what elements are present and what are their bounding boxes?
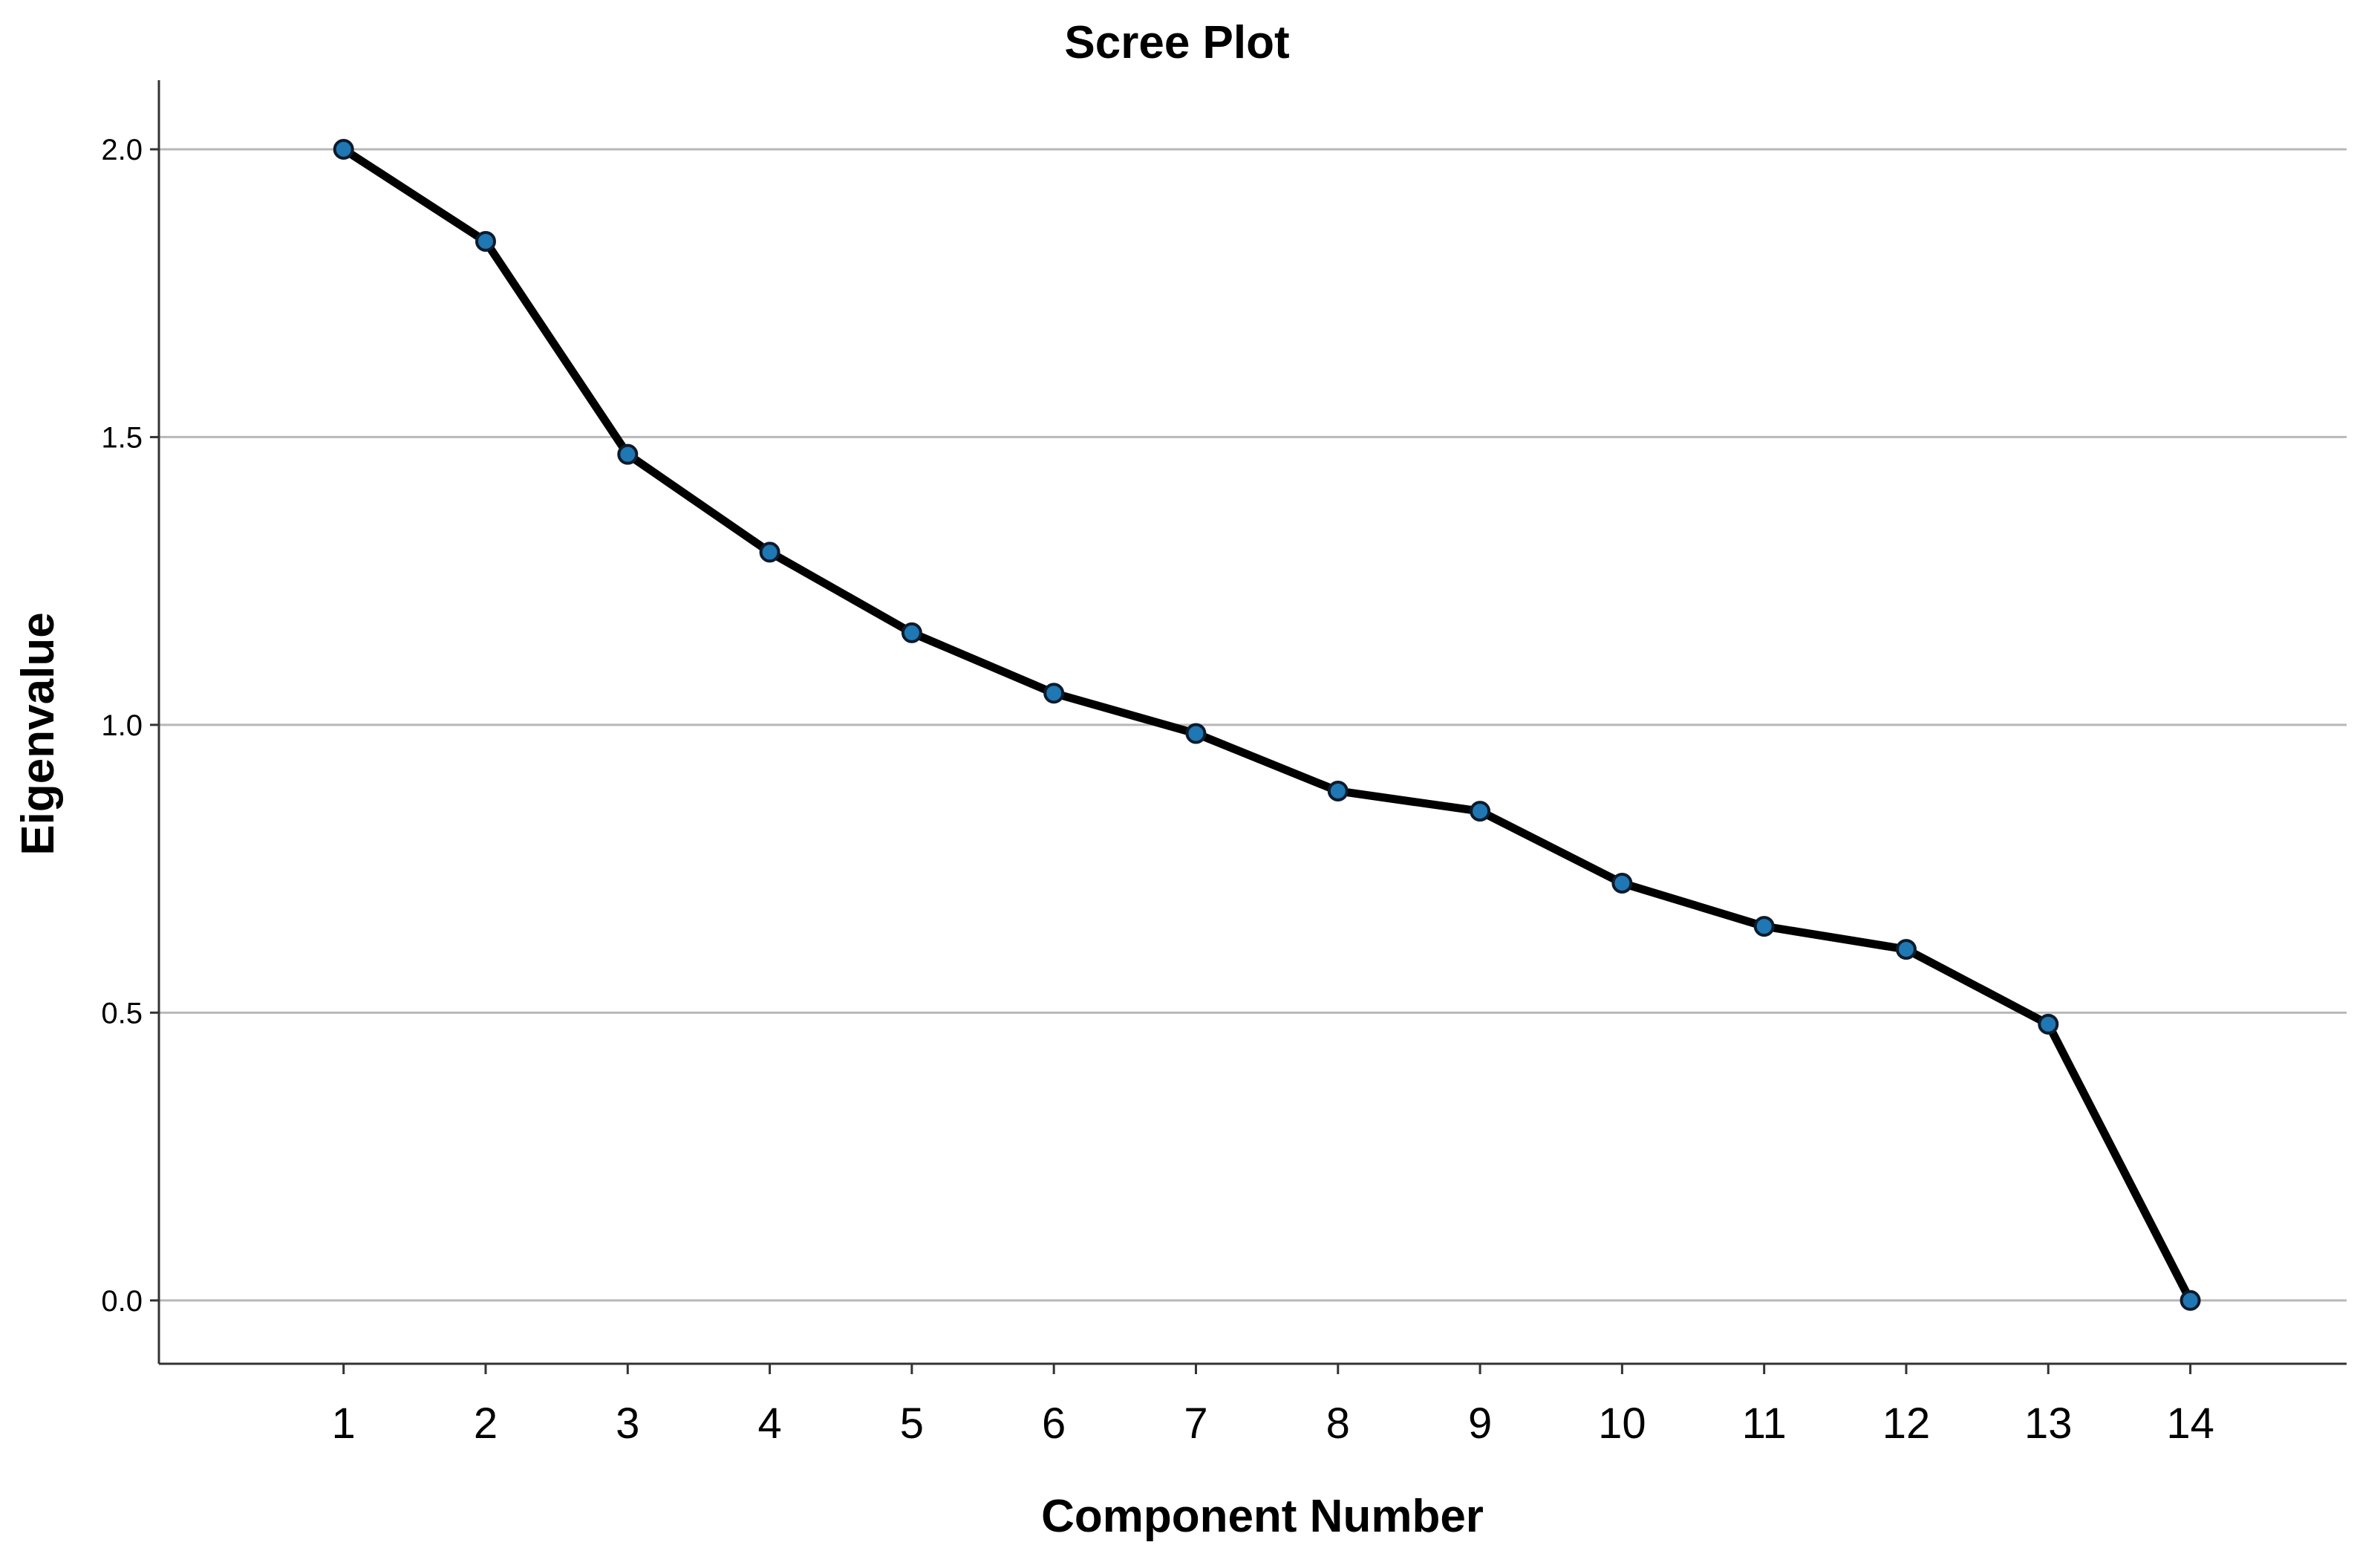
y-tick-label: 1.5 — [101, 421, 143, 454]
data-point — [1327, 780, 1349, 801]
data-point — [1470, 801, 1491, 822]
data-point — [1611, 872, 1633, 894]
x-tick-label: 13 — [2024, 1399, 2073, 1448]
data-point — [2038, 1013, 2059, 1035]
axes — [157, 80, 2347, 1365]
series — [339, 145, 2195, 1305]
y-axis-title: Eigenvalue — [13, 612, 64, 855]
x-axis-ticks: 1 2 3 4 5 6 7 8 9 10 11 12 13 14 — [332, 1364, 2214, 1448]
x-tick-label: 10 — [1598, 1399, 1646, 1448]
y-tick-label: 0.0 — [101, 1285, 143, 1318]
y-tick-label: 0.5 — [101, 997, 143, 1030]
x-tick-label: 2 — [474, 1399, 498, 1448]
chart-title: Scree Plot — [1064, 17, 1289, 68]
x-tick-label: 9 — [1468, 1399, 1492, 1448]
x-tick-label: 6 — [1042, 1399, 1066, 1448]
x-tick-label: 1 — [332, 1399, 356, 1448]
x-tick-label: 12 — [1882, 1399, 1931, 1448]
x-axis-title: Component Number — [1041, 1491, 1484, 1542]
data-point — [475, 230, 496, 252]
data-point — [1895, 939, 1917, 960]
x-tick-label: 3 — [616, 1399, 639, 1448]
data-point — [901, 622, 922, 643]
x-tick-label: 14 — [2166, 1399, 2214, 1448]
data-point — [759, 541, 780, 563]
data-point — [1185, 723, 1207, 744]
y-tick-label: 2.0 — [101, 134, 143, 166]
data-point — [617, 443, 639, 465]
x-tick-label: 8 — [1326, 1399, 1350, 1448]
data-point — [2180, 1289, 2201, 1311]
series-line-0 — [339, 145, 2195, 1305]
x-tick-label: 5 — [900, 1399, 924, 1448]
x-tick-label: 11 — [1742, 1399, 1787, 1448]
data-point — [1043, 683, 1065, 704]
y-axis-ticks: 0.0 0.5 1.0 1.5 2.0 — [101, 134, 159, 1318]
x-tick-label: 7 — [1184, 1399, 1207, 1448]
gridlines — [159, 148, 2347, 1302]
data-point — [333, 138, 354, 160]
data-point — [1753, 916, 1775, 937]
markers — [333, 138, 2201, 1311]
y-tick-label: 1.0 — [101, 709, 143, 742]
x-tick-label: 4 — [757, 1399, 781, 1448]
